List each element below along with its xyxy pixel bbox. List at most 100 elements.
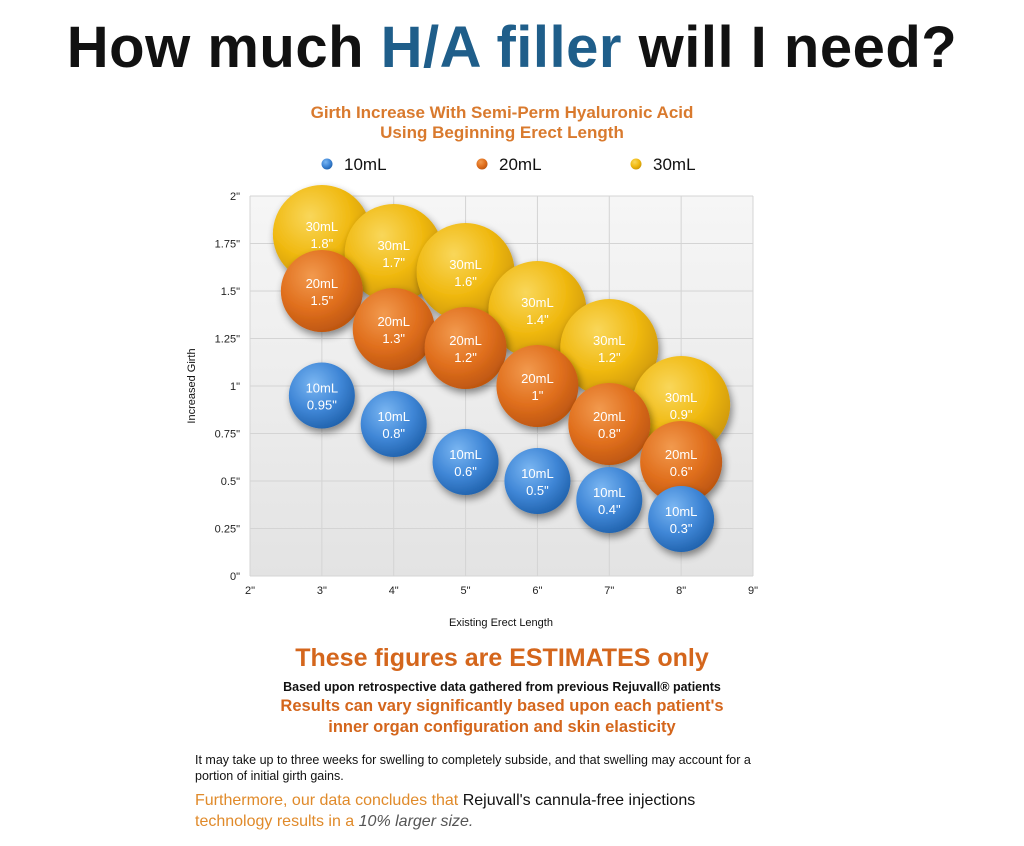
furthermore-line-1: Furthermore, our data concludes that Rej…: [195, 790, 835, 811]
bubble-10mL: [648, 486, 715, 552]
bubble-label-value: 1.2": [598, 350, 621, 365]
bubble-label-value: 1.7": [382, 255, 405, 270]
furthermore-line-2: technology results in a 10% larger size.: [195, 811, 835, 832]
bubble-label-volume: 10mL: [521, 466, 554, 481]
bubble-label-value: 1.3": [382, 331, 405, 346]
swelling-note-line-1: It may take up to three weeks for swelli…: [195, 753, 751, 767]
bubble-label-volume: 10mL: [593, 485, 626, 500]
bubble-label-value: 1.6": [454, 274, 477, 289]
y-tick-label: 1.5": [221, 286, 240, 298]
page-headline: How much H/A filler will I need?: [0, 14, 1024, 81]
bubble-label-volume: 20mL: [665, 447, 698, 462]
furthermore-emphasis: 10% larger size.: [358, 813, 474, 830]
based-upon-text: Based upon retrospective data gathered f…: [283, 680, 721, 694]
x-tick-label: 9": [748, 585, 758, 597]
x-tick-label: 3": [317, 585, 327, 597]
bubble-30mL: [488, 261, 587, 359]
y-tick-label: 0.5": [221, 476, 240, 488]
bubble-label-value: 1.8": [311, 236, 334, 251]
chart-legend: 10mL 20mL 30mL: [321, 155, 696, 174]
bubble-label-volume: 10mL: [377, 409, 410, 424]
bubble-label-value: 1.5": [311, 293, 334, 308]
bubble-20mL: [424, 307, 507, 389]
bubble-label-volume: 30mL: [521, 295, 554, 310]
bubble-label-volume: 30mL: [593, 333, 626, 348]
x-tick-label: 5": [461, 585, 471, 597]
bubble-label-value: 0.5": [526, 483, 549, 498]
bubble-label-volume: 10mL: [306, 381, 339, 396]
bubble-label-volume: 20mL: [377, 314, 410, 329]
x-tick-label: 4": [389, 585, 399, 597]
swelling-note: It may take up to three weeks for swelli…: [195, 752, 815, 784]
furthermore-lead: Furthermore, our data concludes that: [195, 792, 463, 809]
bubble-label-volume: 20mL: [306, 276, 339, 291]
x-tick-label: 6": [532, 585, 542, 597]
bubble-label-value: 0.6": [454, 464, 477, 479]
y-tick-label: 0.25": [215, 524, 240, 536]
bubble-20mL: [352, 288, 435, 370]
legend-swatch-10mL: [321, 158, 333, 170]
bubble-20mL: [496, 345, 579, 427]
bubble-label-value: 0.9": [670, 407, 693, 422]
bubble-label-volume: 30mL: [377, 238, 410, 253]
y-tick-label: 2": [230, 191, 240, 203]
bubble-label-value: 0.3": [670, 521, 693, 536]
results-line-2: inner organ configuration and skin elast…: [328, 718, 676, 736]
bubble-10mL: [360, 391, 427, 457]
y-tick-label: 0": [230, 571, 240, 583]
bubble-30mL: [416, 223, 515, 321]
bubble-chart: Girth Increase With Semi-Perm Hyaluronic…: [186, 103, 758, 629]
bubble-30mL: [560, 299, 659, 397]
bubble-label-volume: 20mL: [521, 371, 554, 386]
bubble-label-value: 0.4": [598, 502, 621, 517]
bubble-10mL: [504, 448, 571, 514]
swelling-note-line-2: portion of initial girth gains.: [195, 769, 344, 783]
x-tick-label: 8": [676, 585, 686, 597]
bubble-10mL: [288, 362, 355, 429]
bubble-20mL: [640, 421, 723, 503]
furthermore-text: Furthermore, our data concludes that Rej…: [195, 790, 835, 832]
bubble-20mL: [280, 250, 363, 332]
bubble-label-value: 0.8": [598, 426, 621, 441]
legend-swatch-30mL: [630, 158, 642, 170]
x-axis-label: Existing Erect Length: [449, 617, 553, 629]
bubble-label-volume: 30mL: [306, 219, 339, 234]
estimates-heading: These figures are ESTIMATES only: [295, 644, 709, 672]
bubble-label-volume: 20mL: [449, 333, 482, 348]
legend-label-20mL: 20mL: [499, 155, 542, 174]
bubble-label-value: 1": [531, 388, 543, 403]
bubble-label-value: 0.6": [670, 464, 693, 479]
bubble-label-value: 0.95": [307, 398, 337, 413]
legend-label-30mL: 30mL: [653, 155, 696, 174]
results-line-1: Results can vary significantly based upo…: [280, 697, 724, 715]
bubble-label-volume: 10mL: [449, 447, 482, 462]
headline-accent: H/A filler: [380, 15, 622, 80]
bubble-label-volume: 20mL: [593, 409, 626, 424]
x-tick-label: 7": [604, 585, 614, 597]
headline-part-1: How much: [66, 15, 381, 80]
bubble-label-volume: 30mL: [665, 390, 698, 405]
legend-label-10mL: 10mL: [344, 155, 387, 174]
furthermore-line-2-lead: technology results in a: [195, 813, 359, 830]
chart-subtitle: Using Beginning Erect Length: [380, 123, 624, 142]
bubble-10mL: [432, 429, 499, 495]
y-axis-label: Increased Girth: [186, 348, 198, 423]
bubble-10mL: [576, 467, 643, 533]
y-tick-label: 0.75": [215, 429, 240, 441]
y-tick-label: 1.25": [215, 334, 240, 346]
chart-title: Girth Increase With Semi-Perm Hyaluronic…: [311, 103, 694, 122]
results-vary-text: Results can vary significantly based upo…: [0, 696, 1004, 738]
axes: 2" 3" 4" 5" 6" 7" 8" 9" 0" 0.25" 0.5" 0.75" 1" 1.25" 1…: [215, 191, 758, 597]
furthermore-claim: Rejuvall's cannula-free injections: [462, 792, 696, 809]
data-bubbles: 30mL 1.8" 30mL 1.7" 30mL 1.6" 30mL 1.4" 30mL 1.2"…: [272, 185, 731, 552]
y-tick-label: 1": [230, 381, 240, 393]
bubble-label-value: 0.8": [382, 426, 405, 441]
headline-part-2: will I need?: [621, 15, 958, 80]
bubble-label-volume: 10mL: [665, 504, 698, 519]
bubble-20mL: [568, 383, 651, 465]
bubble-label-value: 1.2": [454, 350, 477, 365]
legend-swatch-20mL: [476, 158, 488, 170]
y-tick-label: 1.75": [215, 239, 240, 251]
x-tick-label: 2": [245, 585, 255, 597]
bubble-label-volume: 30mL: [449, 257, 482, 272]
